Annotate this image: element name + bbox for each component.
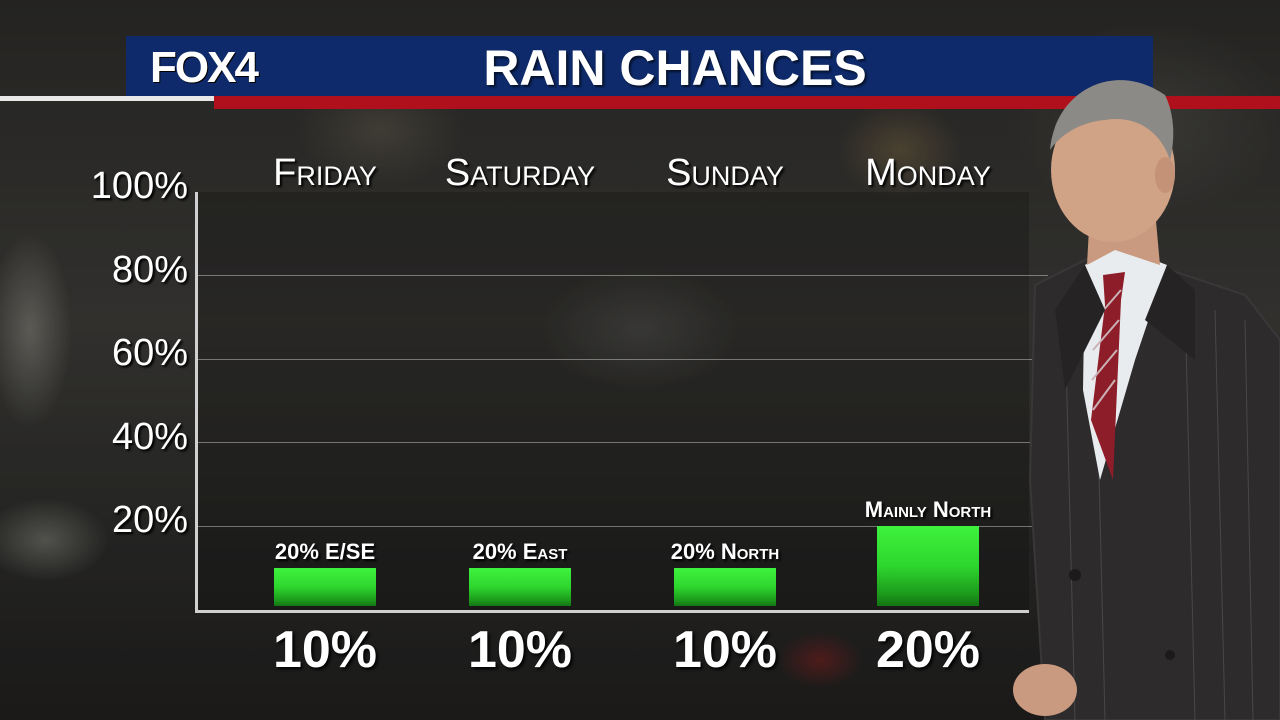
day-label: Monday bbox=[865, 152, 991, 194]
bar bbox=[469, 568, 571, 606]
y-tick-label: 80% bbox=[111, 248, 188, 291]
bar bbox=[274, 568, 376, 606]
gridline bbox=[198, 275, 1048, 277]
bar-annotation: 20% North bbox=[670, 539, 780, 565]
header-bar bbox=[126, 36, 1153, 96]
gridline bbox=[198, 358, 1048, 360]
day-label: Friday bbox=[273, 152, 377, 194]
bar-annotation: 20% East bbox=[472, 539, 568, 565]
y-tick-label: 100% bbox=[90, 165, 188, 207]
header-white-line bbox=[0, 96, 214, 101]
day-label: Saturday bbox=[444, 152, 596, 194]
bar-value-label: 10% bbox=[467, 621, 573, 679]
fox4-logo: FOX4 bbox=[150, 43, 259, 92]
y-tick-label: 20% bbox=[111, 499, 188, 542]
bar bbox=[674, 568, 776, 606]
bar-value-label: 20% bbox=[875, 621, 981, 679]
bar bbox=[877, 526, 979, 606]
header-red-stripe bbox=[214, 96, 1280, 109]
bar-annotation: 20% E/SE bbox=[274, 539, 376, 565]
y-axis-line bbox=[195, 192, 198, 613]
y-tick-label: 40% bbox=[111, 415, 188, 458]
bar-value-label: 10% bbox=[672, 621, 778, 679]
x-axis-line bbox=[195, 610, 1029, 613]
page-title: RAIN CHANCES bbox=[483, 40, 867, 96]
bar-annotation: Mainly North bbox=[864, 497, 992, 523]
day-label: Sunday bbox=[666, 152, 784, 194]
presenter-figure bbox=[1013, 80, 1280, 720]
y-tick-label: 60% bbox=[111, 332, 188, 375]
gridline bbox=[198, 525, 1048, 527]
bar-value-label: 10% bbox=[272, 621, 378, 679]
gridline bbox=[198, 442, 1048, 444]
